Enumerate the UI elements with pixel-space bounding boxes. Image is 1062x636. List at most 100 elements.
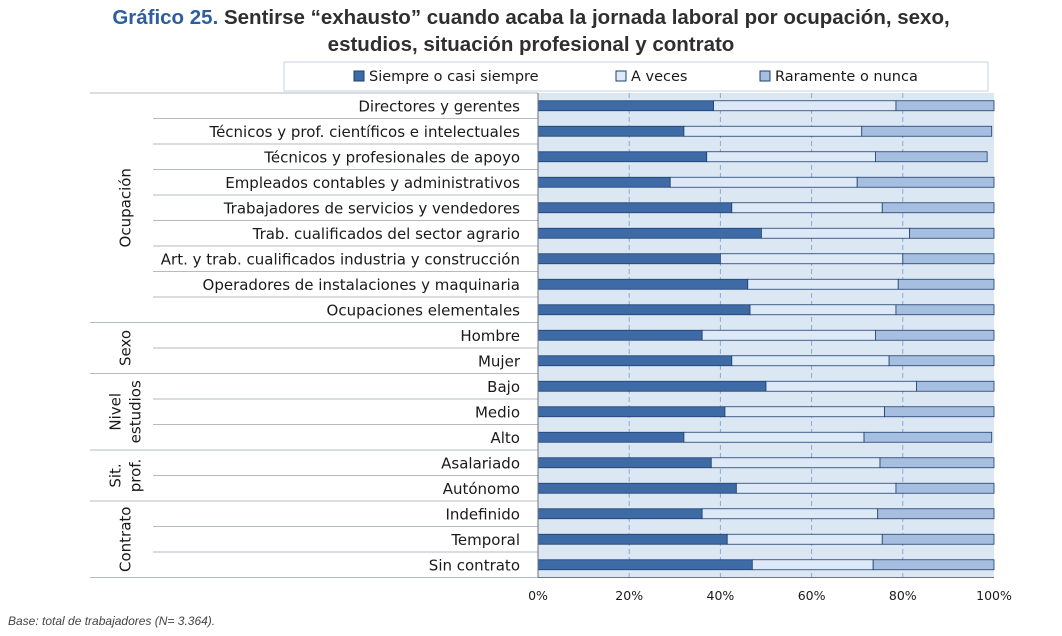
- legend-swatch-2: [759, 70, 771, 82]
- bar-11-series-1: [765, 380, 917, 392]
- footnote: Base: total de trabajadores (N= 3.364).: [8, 614, 216, 628]
- x-tick-label-2: 40%: [707, 588, 735, 603]
- bar-4-series-1: [731, 202, 883, 214]
- category-label-18: Sin contrato: [429, 556, 520, 574]
- bar-14-series-2: [879, 457, 995, 469]
- category-label-1: Técnicos y prof. científicos e intelectu…: [208, 123, 520, 141]
- stacked-bar-chart: Siempre o casi siempre A veces Raramente o…: [90, 61, 1012, 603]
- category-label-16: Indefinido: [445, 505, 520, 523]
- category-label-17: Temporal: [450, 531, 520, 549]
- bar-2-series-1: [706, 151, 876, 163]
- bar-16-series-2: [877, 508, 995, 520]
- bar-0-series-0: [537, 100, 714, 112]
- bar-5-series-0: [537, 227, 762, 239]
- legend-swatch-1: [615, 70, 627, 82]
- bar-7-series-0: [537, 278, 749, 290]
- bar-0-series-1: [713, 100, 897, 112]
- bar-12-series-0: [537, 406, 726, 418]
- legend-label-2: Raramente o nunca: [775, 69, 918, 85]
- bar-3-series-1: [669, 176, 858, 188]
- x-tick-label-3: 60%: [798, 588, 826, 603]
- bar-6-series-1: [720, 253, 904, 265]
- bar-8-series-1: [749, 304, 897, 316]
- bar-16-series-1: [701, 508, 879, 520]
- group-label-1-line-0: Sexo: [117, 330, 135, 366]
- bar-1-series-2: [861, 125, 993, 137]
- chart-title: Gráfico 25. Sentirse “exhausto” cuando a…: [0, 4, 1062, 58]
- bar-3-series-2: [856, 176, 995, 188]
- group-label-2-line-1: estudios: [127, 380, 145, 443]
- bar-0-series-2: [895, 100, 995, 112]
- bar-1-series-1: [683, 125, 863, 137]
- category-label-8: Ocupaciones elementales: [327, 301, 521, 319]
- group-label-0-line-0: Ocupación: [117, 168, 135, 247]
- bar-13-series-1: [683, 431, 865, 443]
- bar-10-series-1: [731, 355, 890, 367]
- category-label-0: Directores y gerentes: [358, 97, 520, 115]
- chart-title-line2: estudios, situación profesional y contra…: [327, 33, 735, 56]
- bar-13-series-0: [537, 431, 685, 443]
- bar-2-series-2: [875, 151, 988, 163]
- bar-6-series-0: [537, 253, 721, 265]
- category-label-4: Trabajadores de servicios y vendedores: [223, 199, 520, 217]
- category-label-11: Bajo: [487, 378, 520, 396]
- category-label-2: Técnicos y profesionales de apoyo: [263, 148, 520, 166]
- category-label-10: Mujer: [478, 352, 521, 370]
- bar-12-series-1: [724, 406, 885, 418]
- group-label-4-line-0: Contrato: [117, 507, 135, 572]
- chart-title-prefix: Gráfico 25.: [112, 6, 219, 29]
- bar-3-series-0: [537, 176, 671, 188]
- bar-14-series-1: [710, 457, 881, 469]
- category-label-7: Operadores de instalaciones y maquinaria: [203, 276, 520, 294]
- bar-9-series-2: [875, 329, 995, 341]
- x-tick-label-5: 100%: [976, 588, 1012, 603]
- bar-11-series-0: [537, 380, 767, 392]
- legend-label-0: Siempre o casi siempre: [369, 69, 539, 85]
- bar-14-series-0: [537, 457, 712, 469]
- bar-18-series-2: [872, 559, 995, 571]
- bar-2-series-0: [537, 151, 708, 163]
- x-tick-label-1: 20%: [615, 588, 643, 603]
- bar-5-series-1: [761, 227, 911, 239]
- group-label-3-line-0: Sit.: [107, 463, 125, 487]
- x-tick-label-4: 80%: [889, 588, 917, 603]
- bar-18-series-1: [751, 559, 874, 571]
- legend-label-1: A veces: [631, 69, 687, 85]
- category-label-12: Medio: [475, 403, 520, 421]
- category-label-14: Asalariado: [441, 454, 520, 472]
- category-label-13: Alto: [491, 429, 521, 447]
- bar-8-series-0: [537, 304, 751, 316]
- category-label-15: Autónomo: [443, 480, 520, 498]
- bar-15-series-0: [537, 482, 737, 494]
- group-label-3-line-1: prof.: [127, 459, 145, 493]
- bar-4-series-2: [881, 202, 995, 214]
- bar-8-series-2: [895, 304, 995, 316]
- bar-15-series-1: [735, 482, 897, 494]
- bar-10-series-2: [888, 355, 995, 367]
- group-label-2-line-0: Nivel: [107, 393, 125, 431]
- bar-17-series-0: [537, 533, 728, 545]
- category-label-5: Trab. cualificados del sector agrario: [252, 225, 520, 243]
- bar-10-series-0: [537, 355, 733, 367]
- legend-box: [283, 61, 989, 92]
- bar-6-series-2: [902, 253, 995, 265]
- bar-7-series-2: [897, 278, 995, 290]
- bar-17-series-2: [881, 533, 995, 545]
- bar-15-series-2: [895, 482, 995, 494]
- category-label-9: Hombre: [460, 327, 520, 345]
- bar-18-series-0: [537, 559, 753, 571]
- bar-17-series-1: [726, 533, 883, 545]
- bar-9-series-0: [537, 329, 703, 341]
- bar-5-series-2: [909, 227, 995, 239]
- chart-title-line1: Sentirse “exhausto” cuando acaba la jorn…: [223, 6, 950, 29]
- bar-12-series-2: [884, 406, 995, 418]
- bar-9-series-1: [701, 329, 876, 341]
- bar-1-series-0: [537, 125, 685, 137]
- category-label-3: Empleados contables y administrativos: [225, 174, 520, 192]
- bar-11-series-2: [916, 380, 995, 392]
- category-label-6: Art. y trab. cualificados industria y co…: [161, 250, 520, 268]
- bar-13-series-2: [863, 431, 993, 443]
- bar-16-series-0: [537, 508, 703, 520]
- legend-swatch-0: [353, 70, 365, 82]
- bar-7-series-1: [747, 278, 899, 290]
